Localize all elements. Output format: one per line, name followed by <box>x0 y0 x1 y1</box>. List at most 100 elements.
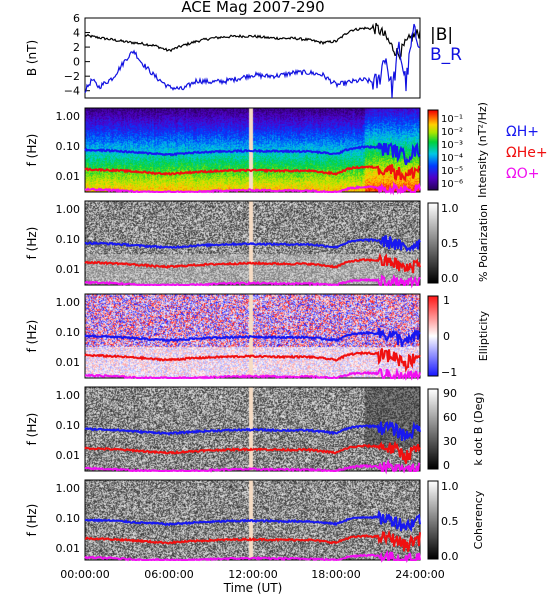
ellipticity-cb-tick-3: −1 <box>441 366 457 379</box>
polarization-ytick-3: 0.01 <box>56 263 81 276</box>
power-cb-tick-2: 10⁻² <box>441 127 463 138</box>
wave-normal-ytick-2: 0.10 <box>56 419 81 432</box>
power-spectrogram <box>85 108 420 192</box>
coherency-cb-tick-2: 0.5 <box>441 515 459 528</box>
wave-normal-colorbar-frame <box>427 388 439 470</box>
power-y-label: f (Hz) <box>25 134 39 167</box>
power-y-ticks: 1.00 0.10 0.01 <box>56 110 81 183</box>
power-colorbar-label: Intensity (nT²/Hz) <box>476 102 489 198</box>
x-axis: 00:00:00 06:00:00 12:00:00 18:00:00 24:0… <box>60 568 444 595</box>
coherency-cb-tick-3: 0.0 <box>441 550 459 563</box>
wave-normal-panel: f (Hz) 1.00 0.10 0.01 90 60 30 0 k dot B… <box>25 386 485 472</box>
power-colorbar-frame <box>427 109 439 191</box>
polarization-colorbar-frame <box>427 202 439 284</box>
coherency-colorbar-label: Coherency <box>472 490 485 549</box>
xtick-3: 12:00:00 <box>228 568 277 581</box>
omega-He-line-panel-2 <box>84 164 421 182</box>
polarization-cb-tick-3: 0.0 <box>441 272 459 285</box>
omega-H-line-panel-6 <box>84 509 421 533</box>
wave-normal-colorbar-ticks: 90 60 30 0 <box>443 387 457 472</box>
ellipticity-colorbar-label: Ellipticity <box>477 310 490 361</box>
coherency-colorbar-ticks: 1.0 0.5 0.0 <box>441 480 459 563</box>
coherency-cb-tick-1: 1.0 <box>441 480 459 493</box>
xtick-5: 24:00:00 <box>395 568 444 581</box>
xtick-4: 18:00:00 <box>311 568 360 581</box>
polarization-ytick-1: 1.00 <box>56 203 81 216</box>
ellipticity-y-label: f (Hz) <box>25 320 39 353</box>
omega-He-line-panel-6 <box>84 529 421 552</box>
series-line-B-total <box>84 22 421 61</box>
legend-B-total: |B| <box>430 25 453 45</box>
polarization-y-label: f (Hz) <box>25 227 39 260</box>
wave-normal-cb-tick-4: 0 <box>443 459 450 472</box>
field-y-label: B (nT) <box>25 40 39 76</box>
polarization-colorbar <box>428 203 438 283</box>
ellipticity-cb-tick-1: 1 <box>443 294 450 307</box>
ellipticity-ytick-3: 0.01 <box>56 356 81 369</box>
field-ytick-1: 6 <box>73 12 80 25</box>
polarization-ytick-2: 0.10 <box>56 233 81 246</box>
polarization-colorbar-ticks: 1.0 0.5 0.0 <box>441 202 459 285</box>
omega-He-line-panel-4 <box>84 348 421 373</box>
legend-omega-O: ΩO+ <box>506 166 539 182</box>
x-axis-label: Time (UT) <box>223 581 283 595</box>
power-ytick-3: 0.01 <box>56 170 81 183</box>
wave-normal-y-ticks: 1.00 0.10 0.01 <box>56 389 81 462</box>
coherency-y-label: f (Hz) <box>25 504 39 537</box>
wave-normal-ytick-3: 0.01 <box>56 449 81 462</box>
gyrofrequency-overlays <box>84 141 421 563</box>
omega-He-line-panel-3 <box>84 252 421 274</box>
ellipticity-colorbar-ticks: 1 0 −1 <box>441 294 457 379</box>
wave-normal-colorbar-label: k dot B (Deg) <box>472 392 485 465</box>
ellipticity-colorbar <box>428 296 438 376</box>
legend-omega-He: ΩHe+ <box>506 145 548 161</box>
legend-B-R: B_R <box>430 45 462 65</box>
polarization-y-ticks: 1.00 0.10 0.01 <box>56 203 81 276</box>
power-ytick-1: 1.00 <box>56 110 81 123</box>
power-colorbar <box>428 110 438 190</box>
legend-omega-H: ΩH+ <box>506 124 539 140</box>
power-ytick-2: 0.10 <box>56 140 81 153</box>
xtick-1: 00:00:00 <box>60 568 109 581</box>
coherency-colorbar <box>428 481 438 559</box>
coherency-ytick-2: 0.10 <box>56 512 81 525</box>
omega-O-line-panel-2 <box>84 181 421 196</box>
xtick-2: 06:00:00 <box>144 568 193 581</box>
power-cb-tick-5: 10⁻⁵ <box>441 166 463 177</box>
omega-H-line-panel-3 <box>84 235 421 253</box>
power-colorbar-ticks: 10⁻¹ 10⁻² 10⁻³ 10⁻⁴ 10⁻⁵ 10⁻⁶ <box>441 114 463 190</box>
polarization-cb-tick-1: 1.0 <box>441 202 459 215</box>
power-panel: f (Hz) 1.00 0.10 0.01 10⁻¹ 10⁻² 10⁻³ 10⁻… <box>25 102 548 198</box>
power-cb-tick-3: 10⁻³ <box>441 140 463 151</box>
field-panel-frame <box>84 17 421 99</box>
wave-normal-ytick-1: 1.00 <box>56 389 81 402</box>
omega-O-line-panel-6 <box>84 549 421 563</box>
field-ytick-4: 0 <box>73 56 80 69</box>
field-lines <box>84 22 421 99</box>
coherency-ytick-3: 0.01 <box>56 542 81 555</box>
ellipticity-cb-tick-2: 0 <box>443 330 450 343</box>
omega-O-line-panel-5 <box>84 458 421 475</box>
field-ytick-2: 4 <box>73 27 80 40</box>
field-ytick-3: 2 <box>73 41 80 54</box>
coherency-y-ticks: 1.00 0.10 0.01 <box>56 482 81 555</box>
wave-normal-y-label: f (Hz) <box>25 413 39 446</box>
omega-He-line-panel-5 <box>84 440 421 464</box>
field-y-ticks: 6 42 0−2 −4 <box>64 12 90 98</box>
omega-H-line-panel-2 <box>84 141 421 166</box>
ellipticity-ytick-1: 1.00 <box>56 296 81 309</box>
chart-title: ACE Mag 2007-290 <box>181 0 324 16</box>
wave-normal-cb-tick-3: 30 <box>443 435 457 448</box>
wave-normal-cb-tick-1: 90 <box>443 387 457 400</box>
ellipticity-y-ticks: 1.00 0.10 0.01 <box>56 296 81 369</box>
power-cb-tick-6: 10⁻⁶ <box>441 179 463 190</box>
polarization-cb-tick-2: 0.5 <box>441 237 459 250</box>
omega-H-line-panel-5 <box>84 419 421 442</box>
wave-normal-colorbar <box>428 389 438 469</box>
field-ytick-6: −4 <box>64 85 80 98</box>
omega-O-line-panel-4 <box>84 367 421 381</box>
omega-O-line-panel-3 <box>84 274 421 289</box>
power-cb-tick-4: 10⁻⁴ <box>441 153 463 164</box>
polarization-colorbar-label: % Polarization <box>477 204 490 282</box>
